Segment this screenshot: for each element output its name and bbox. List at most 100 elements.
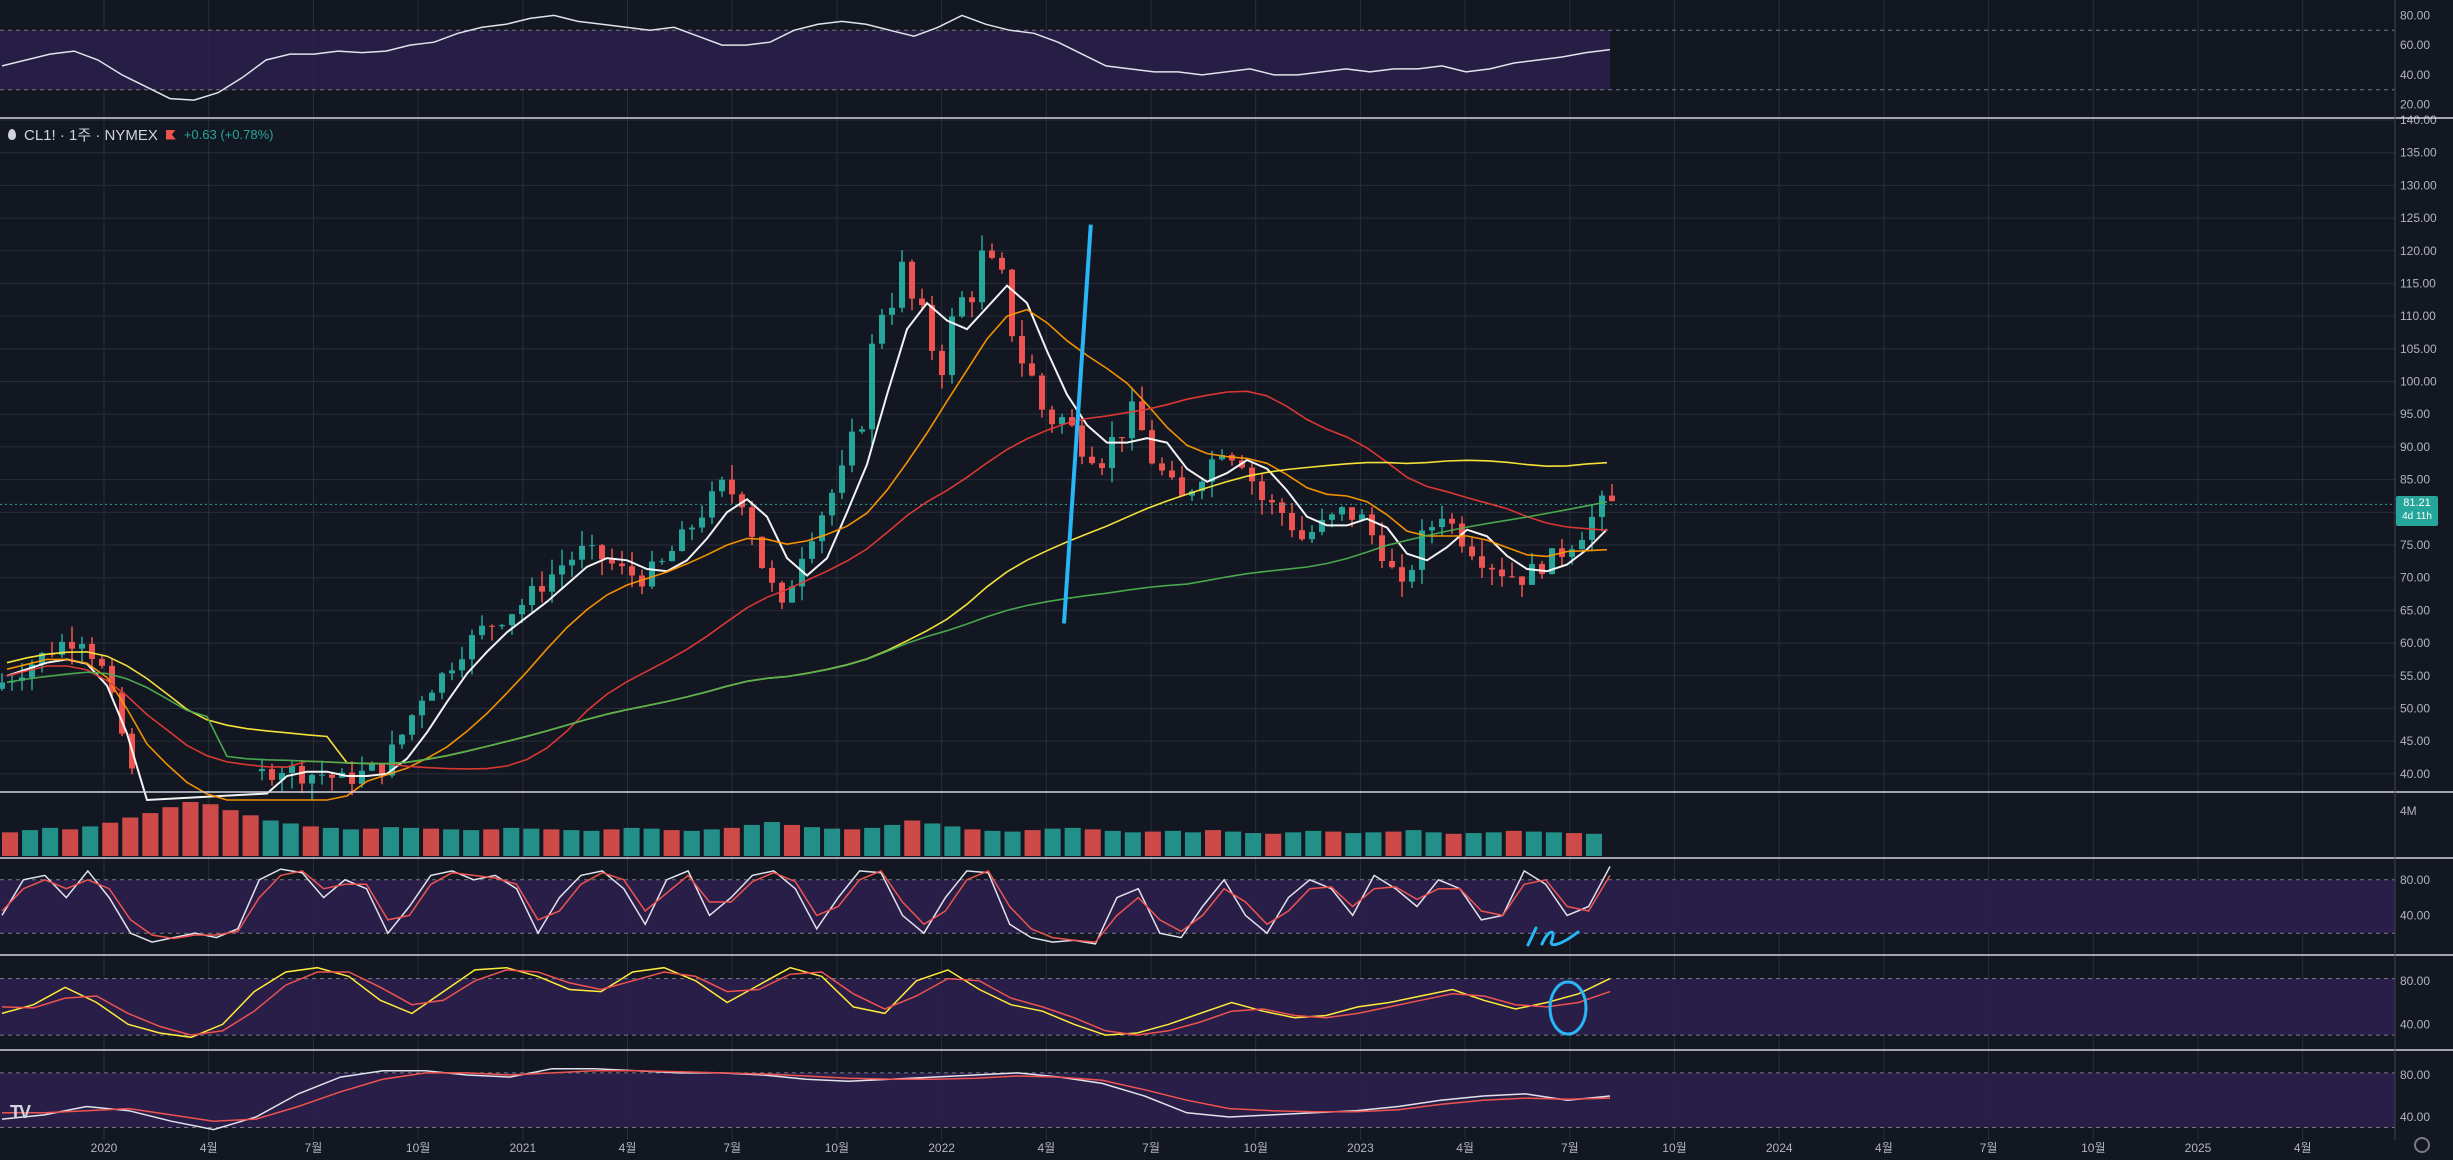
ma-red-line [6, 390, 1608, 770]
candle-body [1079, 425, 1085, 457]
volume-bar [2, 832, 19, 856]
volume-bar [723, 827, 740, 856]
oscillator-bands [0, 30, 2395, 1128]
annotations [1062, 224, 1588, 1036]
x-tick-label: 2020 [91, 1141, 118, 1155]
volume-bar [743, 824, 760, 856]
volume-bar [122, 817, 139, 856]
volume-bar [423, 828, 440, 856]
x-tick-label: 4월 [1037, 1141, 1055, 1155]
candle-body [59, 641, 65, 655]
stoch-band [0, 879, 2395, 934]
price-tick-label: 40.00 [2400, 767, 2430, 781]
candle-body [929, 305, 935, 351]
volume-bar [1084, 829, 1101, 856]
volume-bar [403, 827, 420, 856]
volume-pane [2, 802, 1602, 856]
candle-body [859, 429, 865, 432]
candle-body [1399, 567, 1405, 582]
candle-body [1479, 556, 1485, 568]
osc-tick-label: 40.00 [2400, 1017, 2430, 1031]
candle-body [1509, 576, 1515, 578]
bar-countdown: 4d 11h [2402, 511, 2432, 522]
volume-bar [924, 823, 941, 856]
oscillator-pane [0, 966, 2395, 1039]
volume-bar [503, 827, 520, 856]
candle-body [89, 643, 95, 659]
moving-averages [6, 284, 1608, 802]
rsi-pane [0, 14, 2395, 101]
price-tick-label: 100.00 [2400, 375, 2437, 389]
rsi-line [1, 14, 1611, 101]
price-tick-label: 65.00 [2400, 603, 2430, 617]
candle-body [39, 653, 45, 665]
volume-bar [162, 807, 179, 856]
candle-body [1039, 375, 1045, 410]
volume-bar [824, 828, 841, 856]
candle-body [719, 479, 725, 492]
x-tick-label: 2021 [509, 1141, 536, 1155]
price-tick-label: 135.00 [2400, 146, 2437, 160]
x-tick-label: 7월 [1980, 1141, 1998, 1155]
candle-body [1169, 470, 1175, 478]
volume-bar [322, 827, 339, 856]
volume-bar [1525, 831, 1542, 856]
volume-bar [603, 829, 620, 856]
stoch-k-line [1, 866, 1611, 945]
candle-body [269, 768, 275, 780]
candle-body [459, 659, 465, 671]
x-tick-label: 4월 [200, 1141, 218, 1155]
candle-body [1159, 463, 1165, 471]
candle-body [959, 297, 965, 317]
ma-yellow-line [6, 459, 1608, 765]
handwritten-mark [1526, 926, 1580, 947]
stoch-d-line [1, 869, 1611, 943]
x-tick-label: 10월 [406, 1141, 430, 1155]
volume-bar [1425, 832, 1442, 856]
settings-gear-icon[interactable] [2414, 1137, 2430, 1153]
volume-bar [382, 827, 399, 856]
volume-bar [1325, 831, 1342, 856]
volume-bar [944, 826, 961, 856]
osc-tick-label: 40.00 [2400, 908, 2430, 922]
rsi-tick-label: 20.00 [2400, 98, 2430, 112]
x-tick-label: 4월 [1875, 1141, 1893, 1155]
price-tick-label: 90.00 [2400, 440, 2430, 454]
candle-body [109, 665, 115, 693]
volume-bar [984, 830, 1001, 856]
grid-lines [0, 0, 2395, 1140]
flag-icon[interactable] [165, 129, 176, 140]
candle-body [369, 764, 375, 771]
last-price-value: 81.21 [2403, 497, 2431, 509]
candle-body [639, 575, 645, 587]
volume-bar [463, 830, 480, 856]
x-tick-label: 2024 [1766, 1141, 1793, 1155]
candle-body [809, 541, 815, 559]
volume-bar [1205, 830, 1222, 856]
candle-body [789, 586, 795, 603]
candle-body [1289, 512, 1295, 531]
osc-tick-label: 40.00 [2400, 1110, 2430, 1124]
candle-body [609, 559, 615, 564]
volume-bar [1405, 830, 1422, 856]
volume-bar [22, 830, 39, 856]
symbol-label[interactable]: CL1! · 1주 · NYMEX [24, 127, 158, 144]
volume-tick-label: 4M [2400, 804, 2417, 818]
candle-body [799, 558, 805, 587]
volume-bar [483, 829, 500, 856]
volume-bar [663, 830, 680, 856]
price-tick-label: 75.00 [2400, 538, 2430, 552]
price-tick-label: 125.00 [2400, 211, 2437, 225]
volume-bar [783, 824, 800, 856]
volume-bar [62, 829, 79, 856]
volume-bar [1144, 831, 1161, 856]
candle-body [739, 494, 745, 508]
x-tick-label: 4월 [2294, 1141, 2312, 1155]
candle-body [869, 343, 875, 430]
candle-body [1269, 500, 1275, 503]
volume-bar [1004, 831, 1021, 856]
volume-bar [282, 823, 299, 856]
candle-body [699, 517, 705, 528]
candle-body [769, 567, 775, 583]
